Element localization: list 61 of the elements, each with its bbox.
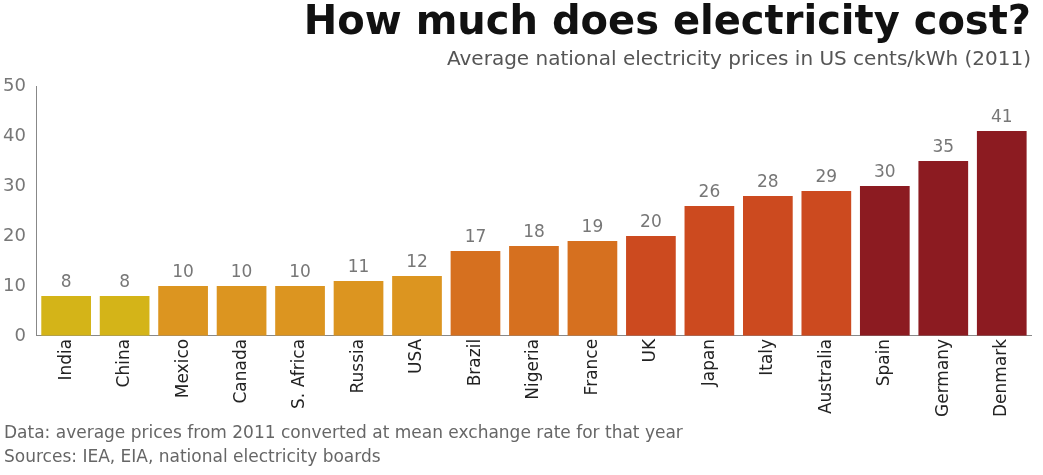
bar: [392, 275, 442, 336]
bar: [859, 185, 910, 336]
data-label: 35: [932, 135, 955, 156]
x-tick-label: Spain: [873, 338, 894, 387]
x-tick-label: Mexico: [171, 338, 192, 399]
data-label: 29: [815, 165, 838, 186]
x-tick-label: USA: [405, 338, 426, 375]
x-tick-label: Australia: [814, 338, 835, 415]
data-label: 10: [172, 260, 194, 281]
bar: [275, 285, 325, 336]
bar: [333, 280, 384, 336]
data-label: 8: [60, 270, 72, 291]
data-label: 19: [581, 215, 604, 236]
bar: [918, 160, 969, 336]
bar: [976, 130, 1027, 336]
data-label: 18: [523, 220, 545, 241]
x-tick-label: India: [54, 338, 75, 381]
y-tick-label: 50: [3, 73, 26, 95]
data-label: 10: [230, 260, 253, 281]
y-tick-label: 0: [14, 323, 26, 345]
x-tick-label: China: [113, 338, 134, 388]
bar: [626, 235, 676, 336]
bar: [450, 250, 501, 336]
bar: [801, 190, 852, 336]
data-label: 8: [119, 270, 131, 291]
data-label: 11: [347, 255, 370, 276]
data-label: 17: [464, 225, 487, 246]
data-label: 20: [640, 210, 662, 231]
x-tick-label: S. Africa: [288, 338, 309, 409]
y-tick-label: 10: [3, 273, 26, 295]
source-note: Sources: IEA, EIA, national electricity boards: [4, 445, 382, 468]
y-tick-label: 30: [3, 173, 26, 195]
x-tick-label: Nigeria: [522, 338, 543, 400]
data-label: 41: [990, 105, 1013, 126]
bar: [216, 285, 267, 336]
data-label: 12: [406, 250, 428, 271]
data-label: 10: [289, 260, 311, 281]
data-label: 26: [698, 180, 721, 201]
bar: [743, 195, 793, 336]
bar: [158, 285, 208, 336]
y-tick-label: 40: [3, 123, 26, 145]
x-tick-label: Denmark: [990, 338, 1011, 418]
x-tick-label: UK: [639, 338, 660, 363]
x-tick-label: Italy: [756, 338, 777, 376]
chart-subtitle: Average national electricity prices in US cents/kWh (2011): [447, 46, 1031, 71]
bar: [41, 295, 91, 336]
data-label: 30: [873, 160, 896, 181]
bar: [567, 240, 618, 336]
data-label: 28: [757, 170, 779, 191]
x-tick-label: Canada: [229, 338, 250, 404]
chart-title: How much does electricity cost?: [303, 0, 1031, 44]
x-tick-label: Japan: [697, 338, 718, 388]
x-tick-label: Brazil: [463, 338, 484, 387]
bar: [509, 245, 559, 336]
x-tick-label: Germany: [931, 338, 952, 418]
bar: [684, 205, 735, 336]
text: Data: average prices from 2011 converted at mean exchange rate for that year: [4, 421, 684, 444]
x-tick-label: France: [580, 338, 601, 396]
bar: [99, 295, 150, 336]
x-tick-label: Russia: [346, 338, 367, 394]
y-tick-label: 20: [3, 223, 26, 245]
